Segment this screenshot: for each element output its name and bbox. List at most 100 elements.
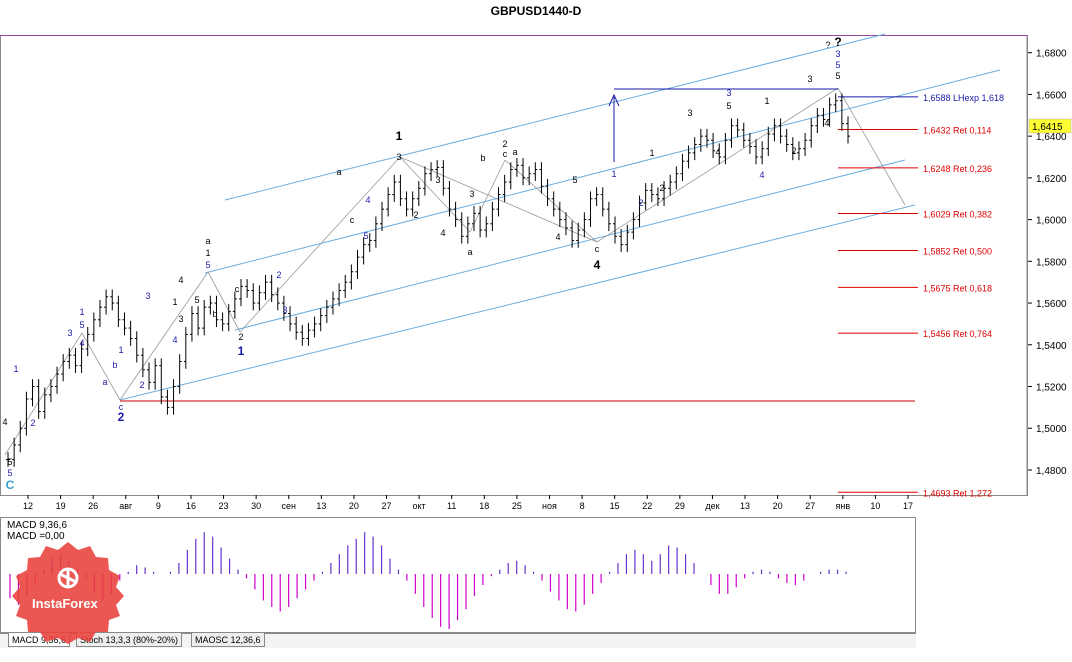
channel-line bbox=[204, 69, 1001, 274]
date-tick-label: 22 bbox=[642, 501, 652, 511]
wave-label: 3 bbox=[469, 189, 474, 199]
wave-path-line bbox=[207, 271, 241, 333]
date-tick-label: авг bbox=[119, 501, 133, 511]
wave-path-line bbox=[469, 159, 506, 233]
price-bars bbox=[6, 93, 850, 467]
price-tick-label: 1,6600 bbox=[1036, 90, 1067, 101]
wave-label: 1 bbox=[396, 129, 403, 143]
price-tick-label: 1,6400 bbox=[1036, 132, 1067, 143]
wave-label: 4 bbox=[824, 118, 829, 128]
wave-path-line bbox=[239, 156, 401, 333]
plot-frame bbox=[0, 35, 1028, 496]
date-tick-label: 23 bbox=[219, 501, 229, 511]
wave-label: 5 bbox=[7, 457, 12, 467]
wave-label: c bbox=[503, 149, 508, 159]
wave-label: 1 bbox=[79, 307, 84, 317]
date-tick-label: 10 bbox=[870, 501, 880, 511]
date-tick-label: 13 bbox=[316, 501, 326, 511]
wave-label: 3 bbox=[835, 49, 840, 59]
date-tick-label: 26 bbox=[88, 501, 98, 511]
wave-label: 3 bbox=[178, 314, 183, 324]
wave-label: 2 bbox=[238, 332, 243, 342]
current-price-label: 1,6415 bbox=[1032, 122, 1063, 133]
instaforex-logo bbox=[12, 542, 124, 644]
current-price-box bbox=[1028, 118, 1072, 134]
wave-label: 1 bbox=[13, 364, 18, 374]
level-label: 1,5852 Ret 0,500 bbox=[923, 246, 992, 256]
level-label: 1,4693 Ret 1,272 bbox=[923, 488, 992, 498]
date-tick-label: 13 bbox=[740, 501, 750, 511]
price-tick-label: 1,6800 bbox=[1036, 49, 1067, 60]
price-tick-label: 1,6200 bbox=[1036, 174, 1067, 185]
macd-frame bbox=[0, 517, 916, 633]
wave-path-line bbox=[837, 87, 906, 206]
tab-maosc[interactable]: MAOSC 12,36,6 bbox=[191, 633, 265, 647]
wave-label: c bbox=[595, 244, 600, 254]
wave-label: 5 bbox=[79, 320, 84, 330]
macd-histogram bbox=[9, 532, 847, 629]
wave-labels: C554123451abc21234134551abc2123ac4531234… bbox=[2, 35, 841, 492]
wave-label: a bbox=[336, 167, 341, 177]
wave-path-line bbox=[596, 87, 839, 243]
trend-channels bbox=[4, 33, 1001, 456]
date-tick-label: окт bbox=[413, 501, 426, 511]
wave-label: 4 bbox=[365, 195, 370, 205]
price-tick-label: 1,4800 bbox=[1036, 466, 1067, 477]
wave-label: b bbox=[212, 309, 217, 319]
date-tick-label: дек bbox=[705, 501, 719, 511]
wave-label: ? bbox=[834, 35, 841, 49]
macd-title: MACD 9,36,6 bbox=[7, 520, 67, 531]
level-label: 1,5456 Ret 0,764 bbox=[923, 329, 992, 339]
wave-label: 4 bbox=[715, 147, 720, 157]
logo-text: InstaForex bbox=[32, 596, 98, 611]
logo-seal bbox=[12, 542, 124, 644]
wave-label: 2 bbox=[502, 139, 507, 149]
wave-label: 3 bbox=[396, 152, 401, 162]
wave-label: 1 bbox=[238, 344, 245, 358]
date-tick-label: 30 bbox=[251, 501, 261, 511]
date-tick-label: ноя bbox=[542, 501, 557, 511]
wave-label: 5 bbox=[835, 71, 840, 81]
wave-label: 5 bbox=[572, 175, 577, 185]
channel-line bbox=[234, 159, 906, 331]
chart-title: GBPUSD1440-D bbox=[490, 4, 582, 18]
date-tick-label: сен bbox=[281, 501, 296, 511]
date-tick-label: 27 bbox=[382, 501, 392, 511]
wave-label: 1 bbox=[611, 169, 616, 179]
wave-label: 1 bbox=[118, 345, 123, 355]
wave-label: 1 bbox=[172, 297, 177, 307]
date-tick-label: 11 bbox=[447, 501, 456, 511]
date-axis: 12 19 26 авг 9 16 23 30 сен 13 20 27 окт 11 18 25 ноя 8 15… bbox=[23, 495, 913, 511]
wave-label: b bbox=[112, 360, 117, 370]
wave-label: 2 bbox=[413, 210, 418, 220]
wave-label: c bbox=[235, 284, 240, 294]
date-tick-label: 25 bbox=[512, 501, 522, 511]
wave-path-line bbox=[504, 159, 598, 243]
level-label: 1,6588 LHexp 1,618 bbox=[923, 93, 1004, 103]
wave-label: ? bbox=[825, 40, 830, 50]
price-tick-label: 1,5800 bbox=[1036, 257, 1067, 268]
wave-label: 2 bbox=[139, 380, 144, 390]
wave-label: 2 bbox=[118, 410, 125, 424]
wave-label: 3 bbox=[435, 175, 440, 185]
wave-label: 5 bbox=[835, 60, 840, 70]
wave-label: 1 bbox=[205, 248, 210, 258]
wave-label: 2 bbox=[276, 270, 281, 280]
fib-levels: 1,6588 LHexp 1,618 1,6432 Ret 0,114 1,6248… bbox=[838, 93, 1004, 498]
tab-stoch[interactable]: Stoch 13,3,3 (80%-20%) bbox=[76, 633, 183, 647]
wave-label: 1 bbox=[649, 148, 654, 158]
wave-label: 3 bbox=[145, 291, 150, 301]
date-tick-label: 29 bbox=[675, 501, 685, 511]
level-label: 1,6029 Ret 0,382 bbox=[923, 210, 992, 220]
wave-path-line bbox=[81, 332, 121, 401]
level-label: 1,6248 Ret 0,236 bbox=[923, 164, 992, 174]
wave-label: 2 bbox=[30, 418, 35, 428]
wave-label: 5 bbox=[194, 295, 199, 305]
date-tick-label: 20 bbox=[773, 501, 783, 511]
date-tick-label: 8 bbox=[580, 501, 585, 511]
wave-label: 4 bbox=[759, 170, 764, 180]
wave-label: 3 bbox=[282, 305, 287, 315]
wave-label: c bbox=[119, 402, 124, 412]
